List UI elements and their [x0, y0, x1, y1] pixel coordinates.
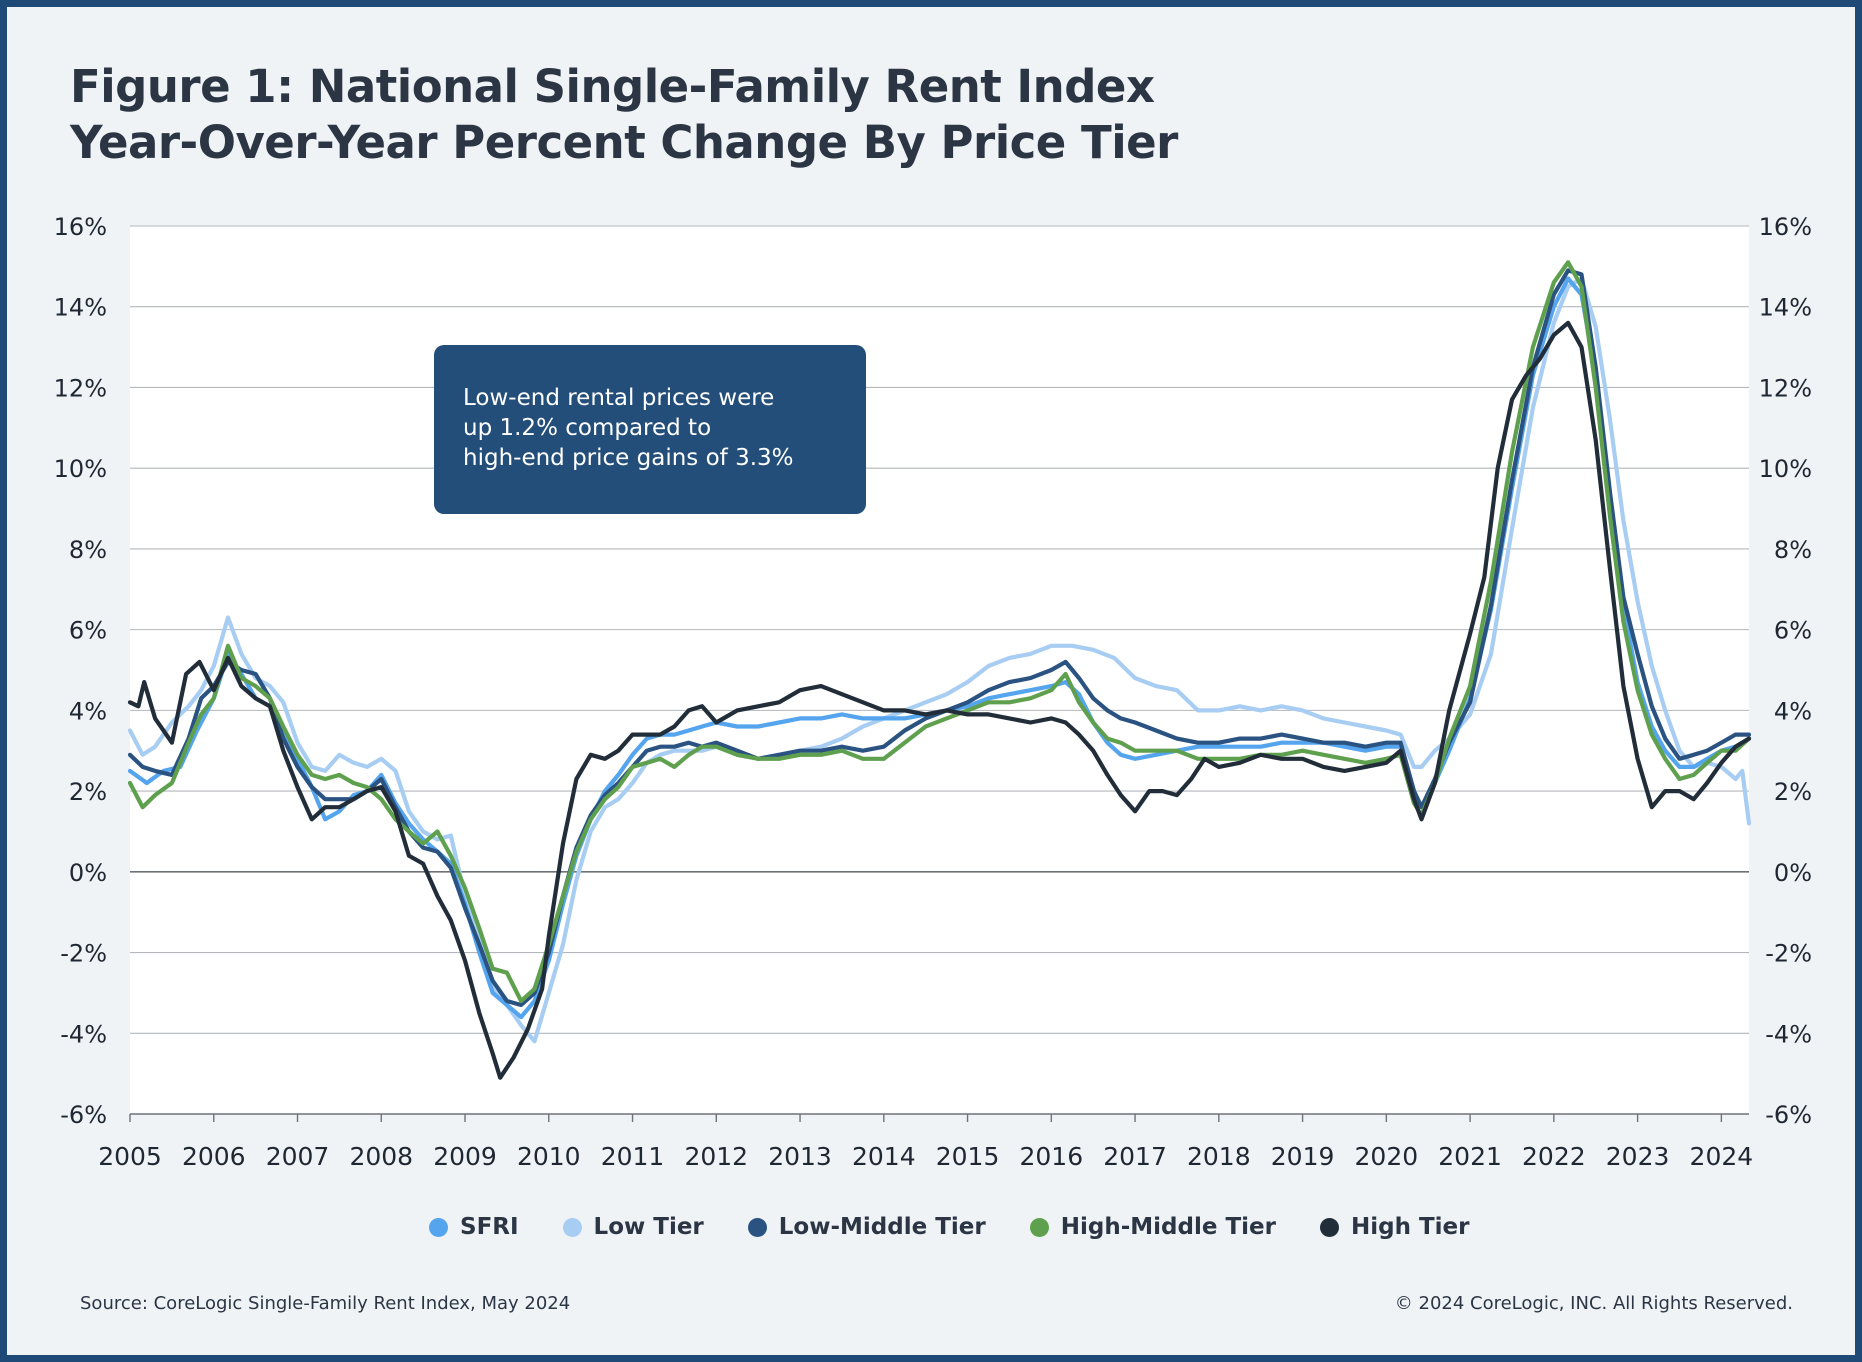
legend-item-high-tier: High Tier — [1319, 1214, 1470, 1240]
y-tick-label-left: -2% — [60, 940, 107, 968]
x-tick-label: 2008 — [349, 1142, 413, 1171]
copyright-note: © 2024 CoreLogic, INC. All Rights Reserv… — [1394, 1293, 1793, 1314]
source-note: Source: CoreLogic Single-Family Rent Ind… — [80, 1293, 571, 1314]
series-line-high-tier — [127, 320, 1752, 1080]
y-tick-label-left: 8% — [69, 536, 107, 564]
legend-label: SFRI — [460, 1214, 519, 1240]
y-tick-label-left: -6% — [60, 1101, 107, 1129]
y-tick-label-right: 6% — [1774, 617, 1812, 645]
chart-title: Figure 1: National Single-Family Rent In… — [70, 59, 1178, 171]
legend-swatch — [1319, 1217, 1339, 1237]
y-tick-label-left: 10% — [54, 455, 107, 483]
plot-area — [130, 226, 1749, 1114]
x-tick-label: 2016 — [1020, 1142, 1084, 1171]
legend-label: Low Tier — [593, 1214, 704, 1240]
x-tick-label: 2019 — [1271, 1142, 1335, 1171]
legend-item-high-middle-tier: High-Middle Tier — [1029, 1214, 1276, 1240]
x-tick-label: 2020 — [1355, 1142, 1419, 1171]
y-tick-label-right: 10% — [1759, 455, 1812, 483]
x-tick-label: 2014 — [852, 1142, 916, 1171]
series-line-low-tier — [127, 276, 1752, 1044]
x-tick-label: 2018 — [1187, 1142, 1251, 1171]
x-tick-label: 2005 — [98, 1142, 162, 1171]
y-tick-label-left: -4% — [60, 1020, 107, 1048]
chart-legend: SFRI Low Tier Low-Middle Tier High-Middle T… — [429, 1210, 1513, 1244]
legend-swatch — [562, 1217, 582, 1237]
y-tick-label-right: 4% — [1774, 697, 1812, 725]
y-tick-label-right: 2% — [1774, 778, 1812, 806]
y-tick-label-right: -4% — [1765, 1020, 1812, 1048]
legend-label: Low-Middle Tier — [778, 1214, 986, 1240]
axes — [129, 1113, 1749, 1122]
grid-lines — [130, 225, 1749, 1115]
line-chart: -6% -6% -4% -4% -2% -2% 0% 0% 2% 2% 4% 4% 6% 6% 8% 8% 10… — [54, 213, 1812, 1171]
x-tick-label: 2006 — [182, 1142, 246, 1171]
x-tick-label: 2010 — [517, 1142, 581, 1171]
legend-swatch — [747, 1217, 767, 1237]
annotation-callout: Low-end rental prices were up 1.2% compa… — [434, 345, 866, 514]
x-tick-label: 2024 — [1690, 1142, 1754, 1171]
y-tick-label-left: 16% — [54, 213, 107, 241]
tick-labels: -6% -6% -4% -4% -2% -2% 0% 0% 2% 2% 4% 4% 6% 6% 8% 8% 10… — [54, 213, 1812, 1171]
legend-label: High Tier — [1350, 1214, 1470, 1240]
legend-item-low-tier: Low Tier — [562, 1214, 704, 1240]
y-tick-label-right: 12% — [1759, 374, 1812, 402]
legend-swatch — [1029, 1217, 1049, 1237]
chart-title-line-1: Figure 1: National Single-Family Rent In… — [70, 60, 1155, 113]
x-tick-label: 2023 — [1606, 1142, 1670, 1171]
x-tick-label: 2017 — [1103, 1142, 1167, 1171]
x-tick-label: 2013 — [768, 1142, 832, 1171]
series-lines — [127, 260, 1752, 1080]
x-tick-label: 2011 — [601, 1142, 665, 1171]
y-tick-label-left: 4% — [69, 697, 107, 725]
y-tick-label-right: 14% — [1759, 294, 1812, 322]
y-tick-label-right: -2% — [1765, 940, 1812, 968]
legend-label: High-Middle Tier — [1060, 1214, 1276, 1240]
x-tick-label: 2007 — [266, 1142, 330, 1171]
y-tick-label-right: -6% — [1765, 1101, 1812, 1129]
chart-title-line-2: Year-Over-Year Percent Change By Price T… — [70, 116, 1178, 169]
y-tick-label-right: 8% — [1774, 536, 1812, 564]
legend-item-sfri: SFRI — [429, 1214, 519, 1240]
y-tick-label-left: 2% — [69, 778, 107, 806]
callout-line-1: Low-end rental prices were — [463, 385, 775, 411]
x-tick-label: 2009 — [433, 1142, 497, 1171]
y-tick-label-left: 12% — [54, 374, 107, 402]
legend-item-low-middle-tier: Low-Middle Tier — [747, 1214, 986, 1240]
x-tick-label: 2021 — [1438, 1142, 1502, 1171]
callout-line-2: up 1.2% compared to — [463, 415, 712, 441]
x-tick-label: 2022 — [1522, 1142, 1586, 1171]
series-line-high-middle-tier — [127, 260, 1752, 1004]
y-tick-label-left: 0% — [69, 859, 107, 887]
callout-line-3: high-end price gains of 3.3% — [463, 445, 794, 471]
y-tick-label-right: 0% — [1774, 859, 1812, 887]
y-tick-label-left: 14% — [54, 294, 107, 322]
y-tick-label-left: 6% — [69, 617, 107, 645]
x-tick-label: 2015 — [936, 1142, 1000, 1171]
legend-swatch — [429, 1217, 448, 1237]
y-tick-label-right: 16% — [1759, 213, 1812, 241]
x-tick-label: 2012 — [684, 1142, 748, 1171]
